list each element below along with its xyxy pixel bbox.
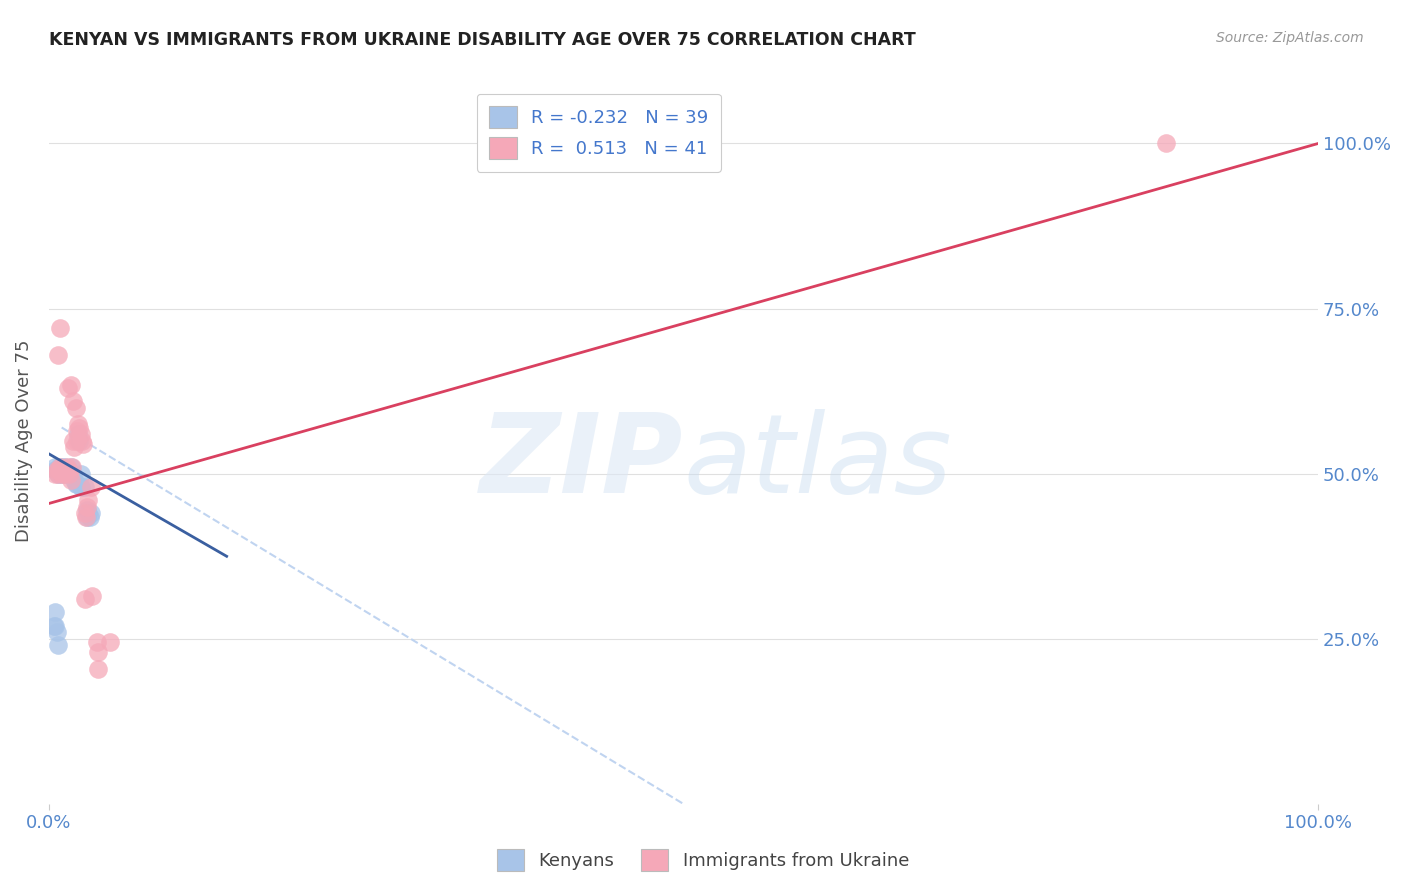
Point xyxy=(59,473,82,487)
Point xyxy=(48,463,70,477)
Point xyxy=(45,463,67,477)
Point xyxy=(79,509,101,524)
Point xyxy=(69,480,91,494)
Point xyxy=(73,507,96,521)
Point xyxy=(42,618,65,632)
Point xyxy=(51,460,73,475)
Legend: R = -0.232   N = 39, R =  0.513   N = 41: R = -0.232 N = 39, R = 0.513 N = 41 xyxy=(477,94,721,172)
Point xyxy=(56,381,79,395)
Point xyxy=(55,460,77,475)
Point xyxy=(77,507,100,521)
Point xyxy=(87,645,110,659)
Point xyxy=(44,467,66,481)
Text: KENYAN VS IMMIGRANTS FROM UKRAINE DISABILITY AGE OVER 75 CORRELATION CHART: KENYAN VS IMMIGRANTS FROM UKRAINE DISABI… xyxy=(49,31,915,49)
Point xyxy=(45,625,67,640)
Point xyxy=(70,434,93,448)
Text: atlas: atlas xyxy=(683,409,952,516)
Point xyxy=(76,503,98,517)
Point xyxy=(55,460,77,475)
Point xyxy=(65,476,87,491)
Point xyxy=(46,639,69,653)
Point xyxy=(59,460,82,475)
Point xyxy=(80,480,103,494)
Point xyxy=(46,467,69,481)
Point xyxy=(56,467,79,481)
Point xyxy=(52,463,75,477)
Point xyxy=(53,467,76,481)
Point xyxy=(52,463,75,477)
Point xyxy=(98,635,121,649)
Point xyxy=(55,463,77,477)
Point xyxy=(51,467,73,481)
Point xyxy=(73,480,96,494)
Point xyxy=(87,662,110,676)
Point xyxy=(80,507,103,521)
Point xyxy=(58,467,80,481)
Point xyxy=(55,463,77,477)
Point xyxy=(44,618,66,632)
Point xyxy=(82,589,104,603)
Point xyxy=(62,434,84,448)
Point xyxy=(62,394,84,409)
Point xyxy=(51,466,73,480)
Point xyxy=(44,463,66,477)
Text: ZIP: ZIP xyxy=(479,409,683,516)
Point xyxy=(56,463,79,477)
Point xyxy=(44,460,66,475)
Point xyxy=(67,420,90,434)
Point xyxy=(65,401,87,415)
Point xyxy=(63,473,86,487)
Point xyxy=(69,427,91,442)
Point xyxy=(49,460,72,475)
Point xyxy=(60,467,83,481)
Point xyxy=(59,377,82,392)
Point xyxy=(49,467,72,481)
Point xyxy=(53,467,76,481)
Point xyxy=(76,500,98,514)
Point xyxy=(46,467,69,481)
Point xyxy=(63,440,86,454)
Point xyxy=(44,606,66,620)
Point xyxy=(46,348,69,362)
Point xyxy=(66,424,89,438)
Point xyxy=(62,467,84,481)
Point xyxy=(86,635,108,649)
Point xyxy=(67,434,90,448)
Text: Source: ZipAtlas.com: Source: ZipAtlas.com xyxy=(1216,31,1364,45)
Point xyxy=(67,427,90,442)
Point xyxy=(72,437,94,451)
Point xyxy=(60,460,83,475)
Point xyxy=(49,321,72,335)
Point xyxy=(76,509,98,524)
Y-axis label: Disability Age Over 75: Disability Age Over 75 xyxy=(15,340,32,542)
Point xyxy=(1154,136,1177,151)
Point xyxy=(66,434,89,448)
Point xyxy=(73,592,96,607)
Point xyxy=(67,417,90,432)
Point xyxy=(48,463,70,477)
Point xyxy=(66,476,89,491)
Point xyxy=(45,463,67,477)
Point xyxy=(56,463,79,477)
Legend: Kenyans, Immigrants from Ukraine: Kenyans, Immigrants from Ukraine xyxy=(489,842,917,879)
Point xyxy=(58,463,80,477)
Point xyxy=(69,467,91,481)
Point xyxy=(48,460,70,475)
Point xyxy=(55,463,77,477)
Point xyxy=(77,493,100,508)
Point xyxy=(75,509,97,524)
Point xyxy=(59,467,82,481)
